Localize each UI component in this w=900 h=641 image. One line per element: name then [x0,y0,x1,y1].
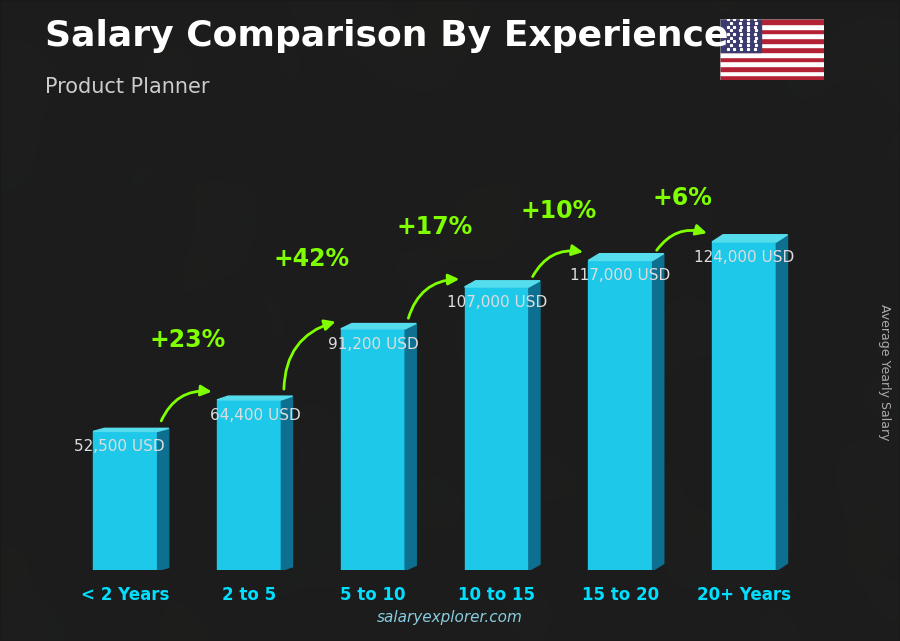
Text: salaryexplorer.com: salaryexplorer.com [377,610,523,625]
Text: +10%: +10% [520,199,597,224]
Polygon shape [217,400,282,570]
Text: +6%: +6% [652,186,712,210]
Bar [720,62,824,66]
Bar [720,47,824,52]
Bar [720,19,824,24]
Text: Salary Comparison By Experience: Salary Comparison By Experience [45,19,728,53]
Text: 52,500 USD: 52,500 USD [74,439,165,454]
Text: Product Planner: Product Planner [45,77,210,97]
Polygon shape [712,235,788,242]
Bar [720,19,761,52]
Polygon shape [94,431,158,570]
Text: +42%: +42% [273,247,349,271]
Polygon shape [652,254,664,570]
Bar [720,38,824,43]
Polygon shape [405,324,416,570]
Text: 124,000 USD: 124,000 USD [694,250,795,265]
Bar [720,56,824,62]
Polygon shape [282,396,292,570]
Bar [720,52,824,56]
Polygon shape [589,254,664,260]
Bar [720,76,824,80]
Polygon shape [94,428,169,431]
Text: +17%: +17% [397,215,472,239]
Bar [720,33,824,38]
Polygon shape [529,281,540,570]
Bar [720,24,824,29]
Bar [720,71,824,76]
Polygon shape [777,235,788,570]
Text: Average Yearly Salary: Average Yearly Salary [878,304,890,440]
Bar [720,43,824,47]
Polygon shape [341,329,405,570]
Polygon shape [341,324,416,329]
Text: 91,200 USD: 91,200 USD [328,337,418,352]
Text: 64,400 USD: 64,400 USD [210,408,301,423]
Polygon shape [217,396,292,400]
Text: +23%: +23% [149,328,225,352]
Text: 107,000 USD: 107,000 USD [446,295,547,310]
Polygon shape [158,428,169,570]
Polygon shape [464,281,540,287]
Polygon shape [589,260,652,570]
Polygon shape [712,242,777,570]
Polygon shape [464,287,529,570]
Bar [720,66,824,71]
Bar [720,29,824,33]
Text: 117,000 USD: 117,000 USD [571,269,670,283]
